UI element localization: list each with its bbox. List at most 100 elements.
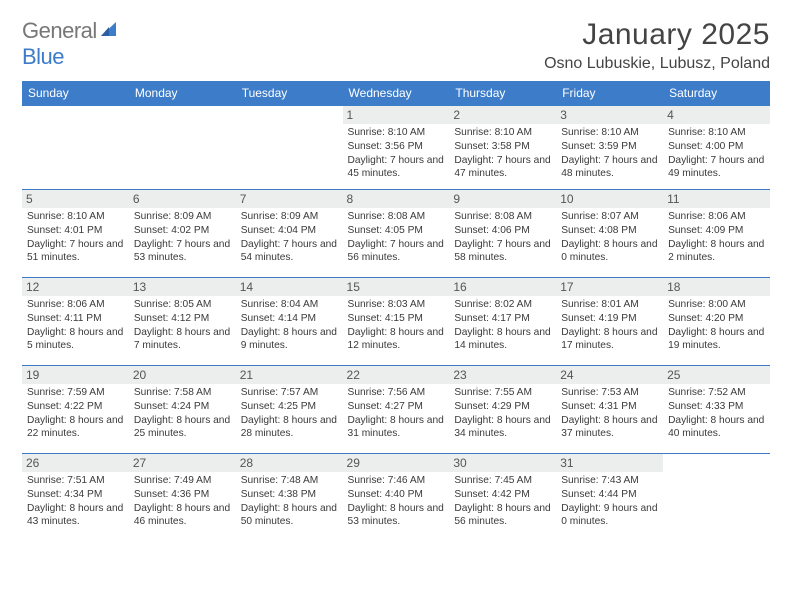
sunset-value: 4:40 PM [385, 489, 423, 500]
sunrise-label: Sunrise: [134, 387, 174, 398]
day-details: Sunrise: 8:06 AMSunset: 4:09 PMDaylight:… [668, 210, 765, 265]
day-header-sunday: Sunday [22, 81, 129, 106]
daylight-label: Daylight: [348, 155, 390, 166]
calendar-table: SundayMondayTuesdayWednesdayThursdayFrid… [22, 81, 770, 542]
day-cell: 1Sunrise: 8:10 AMSunset: 3:56 PMDaylight… [343, 106, 450, 190]
daylight-label: Daylight: [241, 503, 283, 514]
sunrise-label: Sunrise: [27, 211, 67, 222]
day-details: Sunrise: 8:10 AMSunset: 3:58 PMDaylight:… [454, 126, 551, 181]
sunrise-value: 7:48 AM [281, 475, 318, 486]
day-details: Sunrise: 8:08 AMSunset: 4:06 PMDaylight:… [454, 210, 551, 265]
day-number: 6 [129, 190, 236, 208]
daylight-label: Daylight: [454, 503, 496, 514]
day-header-row: SundayMondayTuesdayWednesdayThursdayFrid… [22, 81, 770, 106]
sunset-label: Sunset: [134, 401, 171, 412]
sunset-label: Sunset: [241, 225, 278, 236]
sunrise-label: Sunrise: [668, 299, 708, 310]
sunset-value: 4:00 PM [705, 141, 743, 152]
day-details: Sunrise: 8:10 AMSunset: 4:00 PMDaylight:… [668, 126, 765, 181]
sunrise-label: Sunrise: [668, 211, 708, 222]
day-number: 4 [663, 106, 770, 124]
day-details: Sunrise: 7:59 AMSunset: 4:22 PMDaylight:… [27, 386, 124, 441]
day-details: Sunrise: 8:09 AMSunset: 4:02 PMDaylight:… [134, 210, 231, 265]
daylight-label: Daylight: [134, 503, 176, 514]
day-details: Sunrise: 7:58 AMSunset: 4:24 PMDaylight:… [134, 386, 231, 441]
logo-text-blue: Blue [22, 44, 64, 69]
daylight-label: Daylight: [241, 239, 283, 250]
sunset-value: 3:58 PM [492, 141, 530, 152]
day-details: Sunrise: 8:08 AMSunset: 4:05 PMDaylight:… [348, 210, 445, 265]
title-block: January 2025 Osno Lubuskie, Lubusz, Pola… [544, 18, 770, 73]
day-number: 16 [449, 278, 556, 296]
sunset-value: 4:31 PM [599, 401, 637, 412]
sunrise-value: 7:45 AM [495, 475, 532, 486]
sunset-label: Sunset: [134, 225, 171, 236]
daylight-label: Daylight: [668, 327, 710, 338]
sunrise-value: 8:10 AM [601, 127, 638, 138]
daylight-label: Daylight: [561, 503, 603, 514]
day-header-tuesday: Tuesday [236, 81, 343, 106]
daylight-label: Daylight: [134, 415, 176, 426]
sunset-value: 4:19 PM [599, 313, 637, 324]
daylight-label: Daylight: [27, 503, 69, 514]
day-details: Sunrise: 8:05 AMSunset: 4:12 PMDaylight:… [134, 298, 231, 353]
day-header-saturday: Saturday [663, 81, 770, 106]
sunset-label: Sunset: [27, 489, 64, 500]
sunset-label: Sunset: [241, 489, 278, 500]
day-number: 5 [22, 190, 129, 208]
sunset-value: 4:09 PM [705, 225, 743, 236]
day-number: 17 [556, 278, 663, 296]
day-details: Sunrise: 8:09 AMSunset: 4:04 PMDaylight:… [241, 210, 338, 265]
day-cell: 4 Sunrise: 8:10 AMSunset: 4:00 PMDaylight… [663, 106, 770, 190]
sunset-value: 4:27 PM [385, 401, 423, 412]
day-cell: 5Sunrise: 8:10 AMSunset: 4:01 PMDaylight… [22, 190, 129, 278]
day-number: 15 [343, 278, 450, 296]
sunset-value: 4:08 PM [599, 225, 637, 236]
sunrise-label: Sunrise: [454, 127, 494, 138]
sunset-label: Sunset: [454, 141, 491, 152]
day-cell: 8 Sunrise: 8:08 AMSunset: 4:05 PMDaylight… [343, 190, 450, 278]
sunset-value: 4:36 PM [171, 489, 209, 500]
daylight-label: Daylight: [27, 327, 69, 338]
sunrise-label: Sunrise: [241, 299, 281, 310]
daylight-label: Daylight: [348, 503, 390, 514]
day-cell: 20Sunrise: 7:58 AMSunset: 4:24 PMDayligh… [129, 366, 236, 454]
daylight-label: Daylight: [27, 239, 69, 250]
sunrise-label: Sunrise: [561, 387, 601, 398]
daylight-label: Daylight: [561, 155, 603, 166]
sunset-label: Sunset: [668, 225, 705, 236]
daylight-label: Daylight: [454, 327, 496, 338]
sunrise-label: Sunrise: [348, 299, 388, 310]
sunset-value: 4:38 PM [278, 489, 316, 500]
daylight-label: Daylight: [561, 415, 603, 426]
day-number: 11 [663, 190, 770, 208]
sunrise-value: 8:02 AM [495, 299, 532, 310]
day-details: Sunrise: 7:43 AMSunset: 4:44 PMDaylight:… [561, 474, 658, 529]
day-details: Sunrise: 7:57 AMSunset: 4:25 PMDaylight:… [241, 386, 338, 441]
daylight-label: Daylight: [241, 415, 283, 426]
day-cell: 6 Sunrise: 8:09 AMSunset: 4:02 PMDaylight… [129, 190, 236, 278]
day-details: Sunrise: 7:53 AMSunset: 4:31 PMDaylight:… [561, 386, 658, 441]
sunrise-value: 8:09 AM [281, 211, 318, 222]
day-details: Sunrise: 8:10 AMSunset: 3:59 PMDaylight:… [561, 126, 658, 181]
day-cell: 11 Sunrise: 8:06 AMSunset: 4:09 PMDayligh… [663, 190, 770, 278]
sunrise-value: 8:04 AM [281, 299, 318, 310]
day-number: 25 [663, 366, 770, 384]
sunset-label: Sunset: [561, 225, 598, 236]
sunset-value: 4:04 PM [278, 225, 316, 236]
sunrise-value: 7:49 AM [174, 475, 211, 486]
week-row: 26Sunrise: 7:51 AMSunset: 4:34 PMDayligh… [22, 454, 770, 542]
day-header-friday: Friday [556, 81, 663, 106]
logo-line2: Blue [22, 44, 64, 70]
sunrise-label: Sunrise: [27, 299, 67, 310]
week-row: 19Sunrise: 7:59 AMSunset: 4:22 PMDayligh… [22, 366, 770, 454]
sunset-label: Sunset: [348, 225, 385, 236]
day-cell: 31Sunrise: 7:43 AMSunset: 4:44 PMDayligh… [556, 454, 663, 542]
sunrise-label: Sunrise: [561, 211, 601, 222]
daylight-label: Daylight: [27, 415, 69, 426]
sunset-value: 4:14 PM [278, 313, 316, 324]
sunrise-label: Sunrise: [348, 475, 388, 486]
day-cell: 16Sunrise: 8:02 AMSunset: 4:17 PMDayligh… [449, 278, 556, 366]
day-number: 8 [343, 190, 450, 208]
sunset-value: 4:11 PM [64, 313, 101, 324]
